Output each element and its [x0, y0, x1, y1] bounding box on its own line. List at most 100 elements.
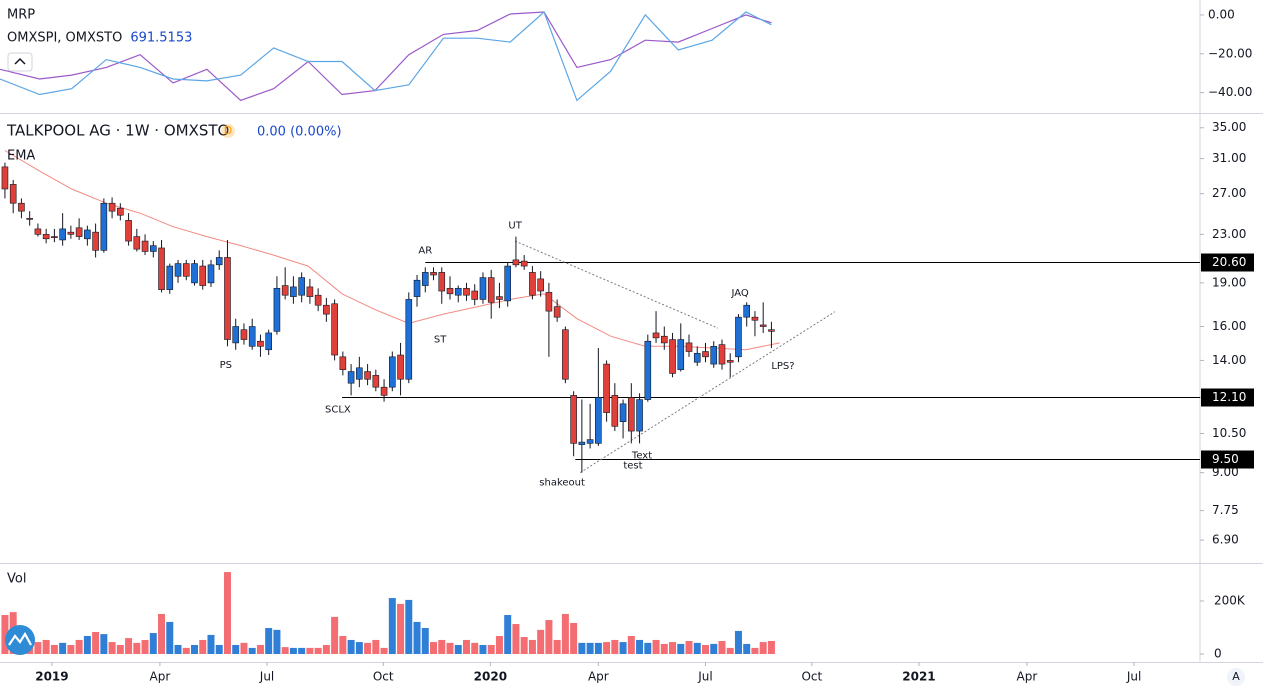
- x-tick-label: Oct: [801, 670, 822, 684]
- x-tick-label: 2020: [474, 670, 507, 684]
- collapse-button[interactable]: [7, 52, 33, 72]
- x-tick-label: Jul: [697, 670, 712, 684]
- candle-body: [59, 228, 66, 241]
- candle-body: [323, 304, 330, 315]
- candle-body: [92, 231, 99, 251]
- y-tick-label: 6.90: [1212, 533, 1239, 547]
- candle-body: [347, 371, 355, 384]
- candle-body: [693, 352, 701, 363]
- candle-body: [553, 306, 561, 318]
- collapse-icon: [14, 57, 26, 65]
- level-label: 9.50: [1212, 452, 1239, 466]
- volume-bar: [322, 644, 330, 654]
- volume-bar: [67, 644, 75, 654]
- volume-bar: [158, 613, 166, 654]
- volume-bar: [669, 642, 677, 654]
- volume-bar: [388, 598, 396, 654]
- candle-body: [652, 332, 660, 339]
- level-label-bg: [1201, 388, 1254, 407]
- volume-bar: [125, 638, 133, 654]
- candle-body: [595, 397, 602, 444]
- volume-bar: [677, 643, 685, 654]
- volume-bar: [726, 647, 734, 654]
- x-tick-label: Apr: [588, 670, 609, 684]
- candle-body: [34, 228, 42, 235]
- candle-body: [191, 263, 198, 284]
- volume-bar: [256, 644, 264, 654]
- candle-body: [487, 277, 495, 303]
- volume-bar: [701, 644, 709, 654]
- candle-body: [405, 299, 413, 380]
- y-tick-label: 10.50: [1212, 426, 1246, 440]
- auto-button[interactable]: A: [1232, 670, 1240, 683]
- volume-bar: [34, 642, 42, 654]
- volume-bar: [652, 639, 660, 654]
- candle-body: [702, 351, 709, 358]
- volume-bar: [207, 634, 215, 654]
- candle-body: [314, 294, 322, 306]
- x-tick-label: 2021: [902, 670, 935, 684]
- candle-body: [199, 265, 207, 286]
- volume-bar: [462, 639, 470, 654]
- candle-body: [768, 329, 775, 332]
- annotation: shakeout: [539, 478, 585, 489]
- volume-bar: [50, 644, 58, 654]
- candle-body: [512, 259, 520, 266]
- volume-bar: [380, 647, 388, 654]
- candle-body: [298, 277, 305, 296]
- volume-bar: [751, 647, 759, 654]
- volume-title: Vol: [7, 572, 26, 587]
- x-tick-label: Apr: [150, 670, 171, 684]
- candle-body: [257, 340, 264, 347]
- volume-bar: [59, 642, 67, 654]
- volume-bar: [512, 624, 520, 654]
- volume-bar: [347, 639, 355, 654]
- y-tick-label: 27.00: [1212, 186, 1246, 200]
- candle-body: [75, 227, 83, 237]
- volume-bar: [767, 641, 775, 654]
- candle-body: [578, 441, 586, 445]
- candle-body: [726, 360, 734, 363]
- candle-body: [248, 326, 256, 347]
- volume-bar: [636, 639, 644, 654]
- candle-body: [710, 346, 718, 365]
- candle-body: [660, 335, 668, 344]
- candle-body: [562, 329, 569, 380]
- volume-bar: [545, 620, 553, 654]
- candle-body: [397, 354, 404, 380]
- candle-body: [751, 316, 759, 321]
- candle-body: [84, 229, 91, 240]
- volume-bar: [660, 643, 668, 654]
- candle-body: [677, 339, 685, 370]
- candle-body: [207, 264, 215, 284]
- annotation: AR: [418, 245, 432, 256]
- candle-body: [413, 279, 421, 297]
- volume-bar: [570, 622, 578, 654]
- candle-body: [619, 403, 627, 422]
- candle-body: [331, 303, 338, 356]
- x-tick-label: Oct: [373, 670, 394, 684]
- volume-bar: [644, 642, 652, 654]
- volume-bar: [298, 647, 306, 654]
- candle-body: [273, 287, 281, 332]
- candle-body: [166, 265, 174, 290]
- volume-bar: [611, 639, 619, 654]
- price-change: 0.00 (0.00%): [257, 125, 342, 140]
- volume-bar: [265, 628, 273, 654]
- candle-body: [446, 287, 454, 295]
- volume-bar: [232, 644, 240, 654]
- volume-bar: [685, 641, 693, 654]
- volume-bar: [339, 635, 347, 654]
- volume-bar: [537, 629, 545, 654]
- y-tick-label: 14.00: [1212, 353, 1246, 367]
- level-label: 20.60: [1212, 255, 1246, 269]
- volume-bar: [693, 642, 701, 654]
- level-label: 12.10: [1212, 390, 1246, 404]
- volume-bar: [471, 642, 479, 654]
- volume-bar: [83, 635, 91, 654]
- auto-button-bg[interactable]: [1227, 668, 1245, 686]
- candle-body: [117, 207, 124, 216]
- candle-body: [570, 395, 577, 444]
- candle-body: [644, 340, 652, 400]
